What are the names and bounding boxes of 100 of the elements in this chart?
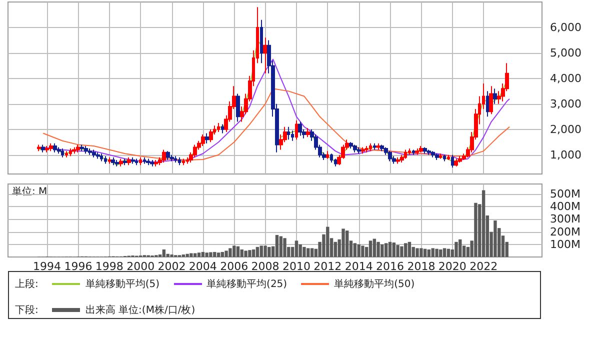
candlestick xyxy=(357,146,361,154)
candlestick xyxy=(135,158,138,166)
candlestick xyxy=(388,150,392,162)
bar xyxy=(162,249,166,257)
candlestick xyxy=(236,93,240,122)
x-tick-label: 2004 xyxy=(188,260,217,273)
bar xyxy=(380,244,384,257)
bar xyxy=(201,252,205,257)
candlestick xyxy=(447,154,450,160)
bar xyxy=(170,254,174,257)
bar xyxy=(205,252,208,257)
candlestick xyxy=(306,128,310,138)
candlestick xyxy=(100,153,103,162)
candlestick xyxy=(53,142,57,153)
bar xyxy=(279,236,283,257)
line-series xyxy=(42,88,510,160)
bar xyxy=(435,248,438,257)
bar xyxy=(275,234,279,257)
bar xyxy=(494,220,497,257)
candlestick xyxy=(205,132,209,144)
candlestick xyxy=(443,154,446,162)
y-tick-label: 400M xyxy=(550,200,580,214)
legend-label: 単純移動平均(25) xyxy=(206,278,288,291)
legend-label: 単純移動平均(50) xyxy=(334,278,415,291)
bar xyxy=(220,252,224,257)
candlestick xyxy=(162,149,166,164)
y-tick-label: 3,000 xyxy=(550,97,582,110)
bar xyxy=(209,252,212,257)
x-tick-label: 2016 xyxy=(376,260,404,273)
bar xyxy=(400,246,404,257)
candlestick xyxy=(361,146,365,154)
text: 下段: xyxy=(15,304,38,317)
candlestick xyxy=(419,145,423,153)
candlestick xyxy=(80,144,84,152)
candlestick xyxy=(150,159,154,167)
candlestick xyxy=(396,156,400,164)
bar xyxy=(264,246,267,257)
candlestick xyxy=(287,126,290,140)
bar xyxy=(446,248,450,257)
candlestick xyxy=(37,144,41,152)
line-series xyxy=(42,58,510,163)
x-tick-label: 2020 xyxy=(438,260,466,273)
bar xyxy=(353,243,357,257)
candlestick xyxy=(127,156,131,166)
x-tick-label: 2008 xyxy=(251,260,280,273)
bar xyxy=(197,252,201,257)
candlestick xyxy=(170,154,174,162)
candlestick xyxy=(493,88,497,104)
bar xyxy=(236,246,240,257)
bar xyxy=(482,190,486,257)
candlestick xyxy=(373,142,376,150)
y-tick-label: 500M xyxy=(550,188,580,201)
y-tick-label: 4,000 xyxy=(550,72,582,85)
bar xyxy=(298,244,302,257)
bar xyxy=(190,253,193,257)
bar xyxy=(294,240,298,257)
bar xyxy=(357,244,360,257)
candlestick xyxy=(72,146,76,154)
candlestick xyxy=(295,120,298,140)
candlestick xyxy=(217,122,220,132)
candlestick xyxy=(65,150,68,158)
candlestick xyxy=(263,37,267,74)
candlestick xyxy=(489,86,493,115)
candlestick xyxy=(154,159,158,167)
candlestick xyxy=(431,150,435,158)
bar xyxy=(283,238,286,257)
bar xyxy=(396,245,400,257)
bar xyxy=(306,248,310,257)
candlestick xyxy=(111,156,115,166)
candlestick xyxy=(201,134,205,146)
bar xyxy=(228,248,232,257)
candlestick xyxy=(486,90,489,118)
bar xyxy=(248,250,252,257)
candlestick xyxy=(41,144,45,153)
bar xyxy=(256,246,260,257)
candlestick xyxy=(139,156,142,166)
bar xyxy=(268,246,271,257)
bar xyxy=(368,240,372,257)
candlestick xyxy=(84,145,88,154)
legend-label: 出来高 単位:(M株/口/枚) xyxy=(85,304,196,317)
candlestick xyxy=(115,159,119,167)
candlestick xyxy=(174,156,177,164)
candlestick xyxy=(260,19,263,64)
y-tick-label: 100M xyxy=(550,238,580,251)
candlestick xyxy=(146,158,150,166)
bar xyxy=(252,249,256,257)
bar xyxy=(213,252,216,257)
candlestick xyxy=(439,153,442,160)
y-tick-label: 200M xyxy=(550,225,580,238)
candlestick xyxy=(412,149,415,156)
candlestick xyxy=(458,156,462,164)
bar xyxy=(342,228,345,257)
bar xyxy=(423,248,427,257)
x-tick-label: 1996 xyxy=(64,260,92,273)
candlestick xyxy=(96,152,100,160)
bar xyxy=(408,242,412,257)
candlestick xyxy=(61,148,64,158)
bar xyxy=(384,243,388,257)
x-tick-label: 2018 xyxy=(407,260,436,273)
candlestick xyxy=(369,142,372,152)
